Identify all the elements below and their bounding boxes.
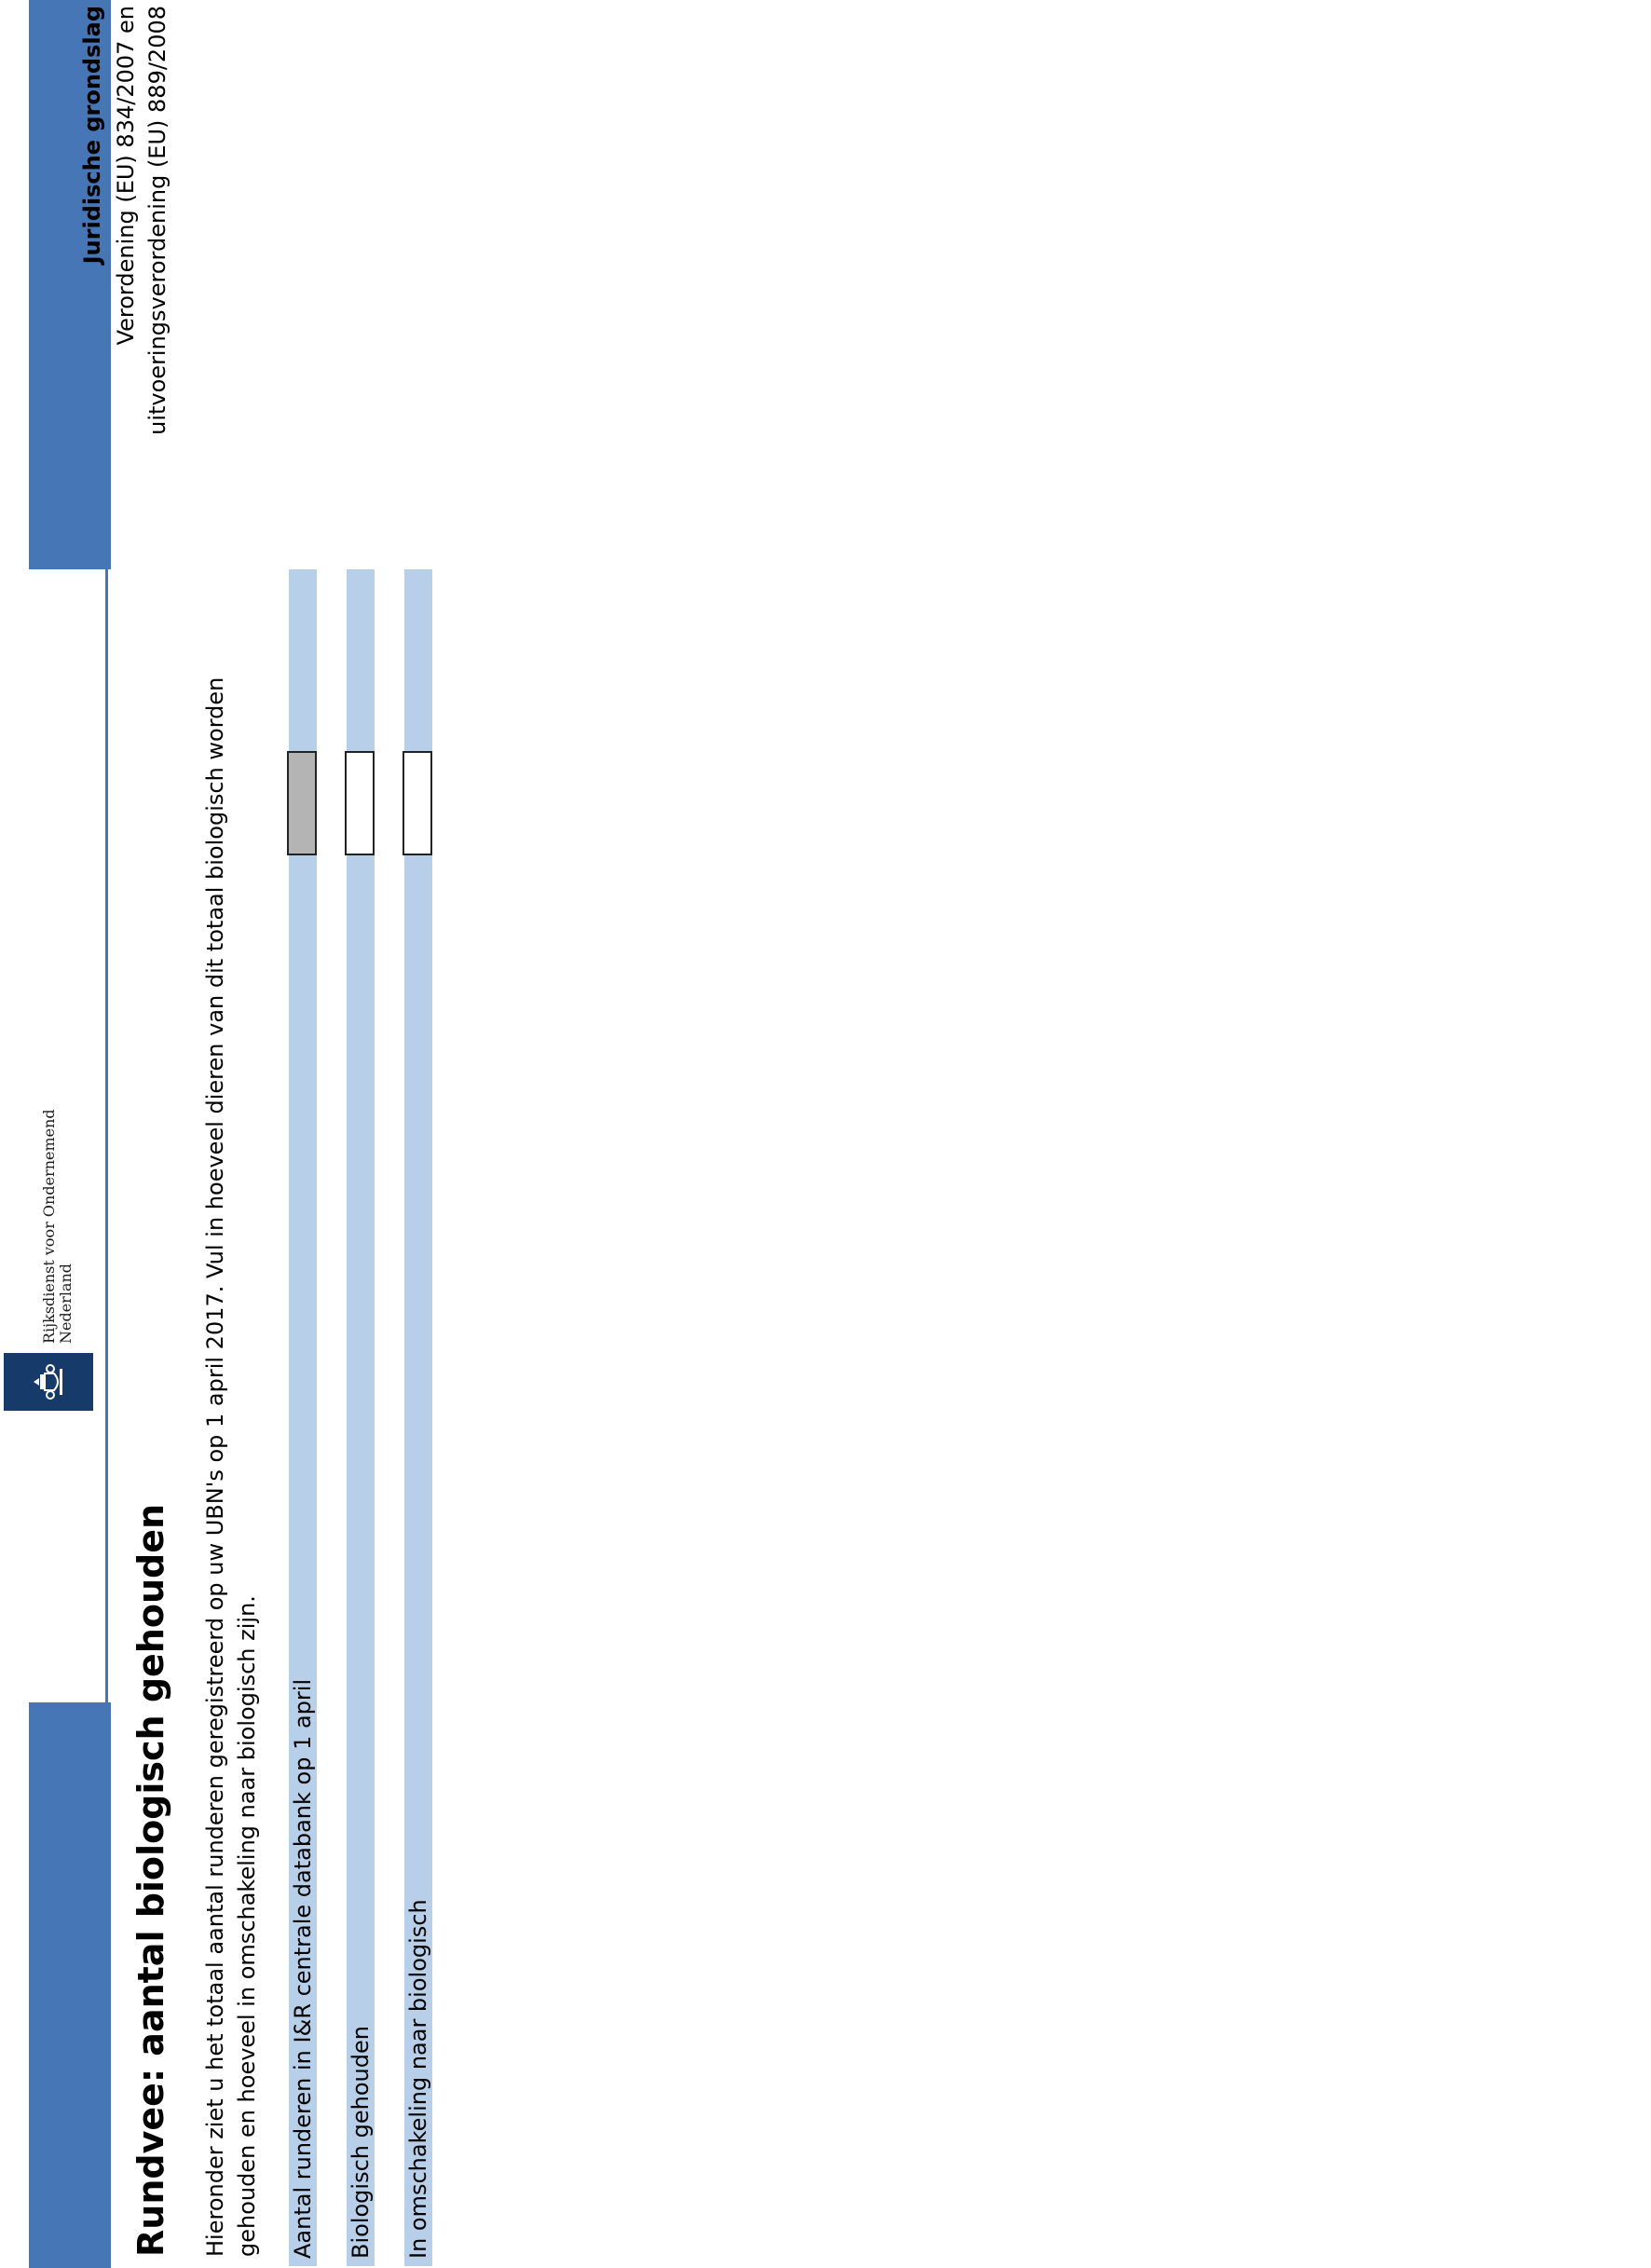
row-organic: Biologisch gehouden bbox=[345, 569, 375, 2266]
legal-basis: Juridische grondslag Verordening (EU) 83… bbox=[78, 6, 173, 565]
legal-basis-text: Verordening (EU) 834/2007 en uitvoerings… bbox=[110, 6, 173, 565]
conversion-count-input[interactable] bbox=[403, 751, 432, 855]
header-band-left bbox=[29, 1702, 111, 2268]
total-cattle-field bbox=[287, 751, 317, 855]
header-band-line bbox=[105, 569, 108, 1702]
logo-line-1: Rijksdienst voor Ondernemend bbox=[40, 1109, 58, 1344]
logo-line-2: Nederland bbox=[57, 1263, 75, 1344]
row-conversion: In omschakeling naar biologisch bbox=[403, 569, 432, 2266]
page-title: Rundvee: aantal biologisch gehouden bbox=[130, 1503, 171, 2257]
organic-count-input[interactable] bbox=[345, 751, 375, 855]
legal-basis-line-1: Verordening (EU) 834/2007 en bbox=[113, 6, 139, 346]
row-total-cattle: Aantal runderen in I&R centrale databank… bbox=[287, 569, 317, 2266]
rvo-logo: Rijksdienst voor Ondernemend Nederland bbox=[4, 1109, 97, 1411]
row-label-conversion: In omschakeling naar biologisch bbox=[405, 1899, 431, 2259]
legal-basis-title: Juridische grondslag bbox=[79, 6, 105, 265]
intro-text: Hieronder ziet u het totaal aantal runde… bbox=[202, 676, 260, 2257]
crest-icon bbox=[4, 1353, 93, 1411]
logo-text: Rijksdienst voor Ondernemend Nederland bbox=[40, 1109, 75, 1344]
row-label-total-cattle: Aantal runderen in I&R centrale databank… bbox=[290, 1678, 316, 2259]
legal-basis-line-2: uitvoeringsverordening (EU) 889/2008 bbox=[144, 6, 171, 435]
row-label-organic: Biologisch gehouden bbox=[348, 2026, 374, 2259]
